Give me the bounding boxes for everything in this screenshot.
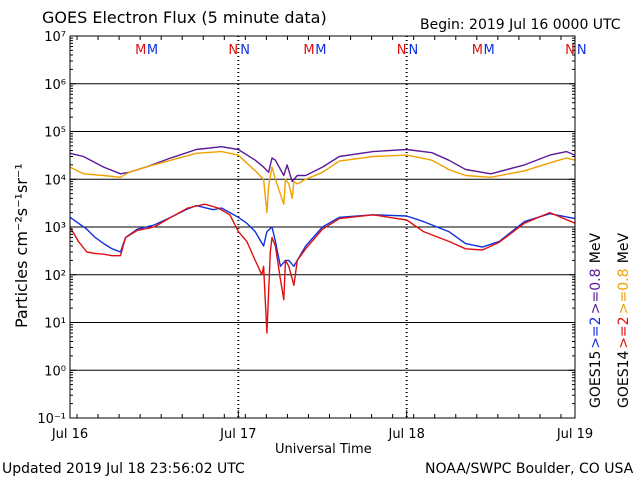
x-tick-label: Jul 17	[219, 427, 256, 442]
local-time-marker: M	[135, 43, 146, 58]
local-time-marker: N	[240, 43, 250, 58]
series-line	[69, 203, 576, 334]
local-time-marker: N	[409, 43, 419, 58]
local-time-marker: N	[397, 43, 407, 58]
legend-entry: >=0.8	[588, 268, 604, 314]
legend-entry: MeV	[616, 233, 632, 264]
series-line	[69, 150, 576, 214]
series-layer	[69, 145, 576, 334]
legend-entry: >=0.8	[616, 268, 632, 314]
legend-entry: GOES15	[588, 351, 604, 408]
y-tick-label: 10⁵	[44, 126, 66, 141]
x-tick-label: Jul 16	[51, 427, 88, 442]
local-time-marker: M	[484, 43, 495, 58]
credit-text: NOAA/SWPC Boulder, CO USA	[425, 461, 634, 477]
y-tick-label: 10¹	[44, 317, 66, 332]
updated-timestamp: Updated 2019 Jul 18 23:56:02 UTC	[2, 461, 245, 477]
legend-entry: >=2	[588, 316, 604, 348]
local-time-marker: N	[577, 43, 587, 58]
begin-time: Begin: 2019 Jul 16 0000 UTC	[420, 17, 621, 33]
chart-title: GOES Electron Flux (5 minute data)	[42, 8, 327, 27]
series-line	[69, 204, 576, 267]
x-tick-label: Jul 18	[387, 427, 424, 442]
local-time-marker: N	[565, 43, 575, 58]
y-tick-label: 10⁶	[44, 78, 66, 93]
y-tick-label: 10⁷	[44, 30, 66, 45]
x-axis-label: Universal Time	[275, 442, 372, 457]
local-time-marker: M	[472, 43, 483, 58]
local-time-marker: N	[228, 43, 238, 58]
x-tick-label: Jul 19	[556, 427, 593, 442]
y-tick-label: 10⁴	[44, 173, 66, 188]
local-time-marker: M	[147, 43, 158, 58]
local-time-marker: M	[303, 43, 314, 58]
y-tick-label: 10²	[44, 269, 66, 284]
y-tick-label: 10⁰	[44, 364, 66, 379]
local-time-marker: M	[315, 43, 326, 58]
y-tick-label: 10³	[44, 221, 66, 236]
legend-entry: >=2	[616, 316, 632, 348]
legend-entry: MeV	[588, 233, 604, 264]
y-tick-label: 10⁻¹	[37, 412, 66, 427]
y-axis-label: Particles cm⁻²s⁻¹sr⁻¹	[12, 163, 31, 328]
legend-entry: GOES14	[616, 350, 632, 408]
